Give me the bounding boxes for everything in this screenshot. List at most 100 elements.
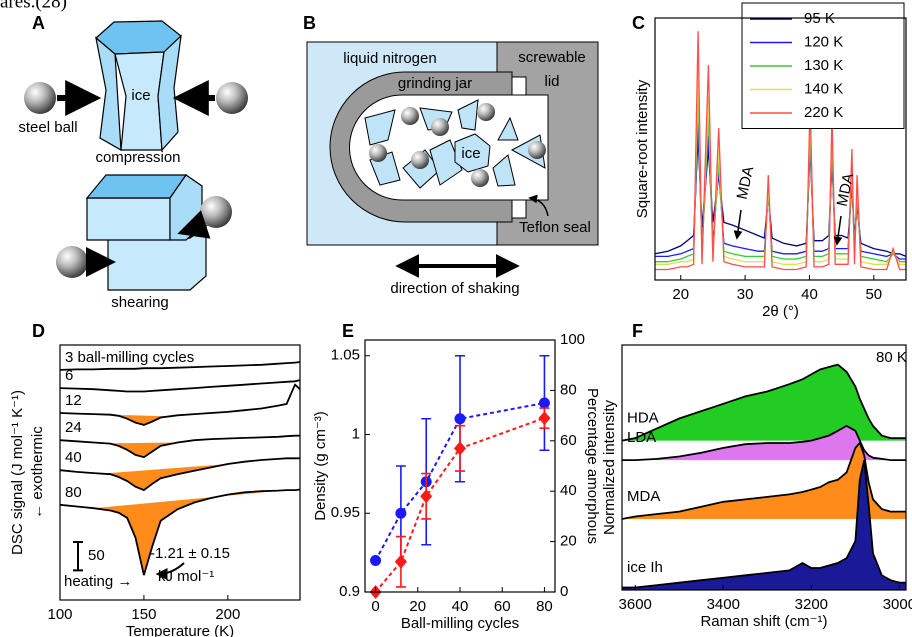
area: [622, 364, 906, 441]
steel-ball: [411, 151, 429, 169]
steel-ball: [431, 118, 449, 136]
x-tick-label: 20: [409, 598, 426, 615]
y-tick-label: 0.9: [339, 583, 360, 600]
x-tick-label: 100: [47, 606, 72, 623]
steel-ball: [477, 103, 495, 121]
annotation: MDA: [834, 172, 858, 208]
x-axis-title: Raman shift (cm⁻¹): [700, 613, 827, 630]
upper-block: [86, 197, 171, 241]
marker: [538, 397, 550, 409]
force-arrow: [177, 210, 211, 239]
curve: [59, 383, 301, 426]
curve-label: 80: [65, 484, 82, 501]
annotation: kJ mol⁻¹: [158, 568, 214, 585]
annotation: MDA: [734, 165, 758, 201]
area: [622, 443, 906, 519]
marker: [538, 411, 551, 426]
x-tick-label: 20: [672, 286, 689, 303]
steel-ball: [401, 107, 419, 125]
steel-ball-label: steel ball: [18, 119, 77, 136]
panel-letter: E: [342, 321, 354, 341]
lid-label: screwable: [518, 49, 586, 66]
panel-letter: A: [32, 13, 45, 33]
y-axis-title: Normalized intensity: [601, 399, 618, 535]
y2-tick-label: 20: [560, 533, 577, 550]
area: [622, 425, 906, 461]
scale-bar: [73, 541, 83, 572]
marker: [420, 489, 433, 504]
ice-shard: [454, 133, 491, 173]
steel-ball: [56, 246, 88, 278]
y-axis-title: DSC signal (J mol⁻¹ K⁻¹): [9, 390, 26, 555]
y-axis-subtitle: ← exothermic: [29, 426, 46, 519]
curve: [59, 379, 301, 393]
y2-tick-label: 60: [560, 432, 577, 449]
curve: [621, 441, 906, 520]
panel-letter: F: [632, 321, 643, 341]
peak-area: [93, 490, 287, 576]
liquid-nitrogen-label: liquid nitrogen: [343, 50, 436, 67]
lid-label: lid: [544, 73, 559, 90]
curve: [654, 135, 907, 258]
marker: [454, 441, 466, 456]
x-tick-label: 3000: [883, 596, 912, 613]
steel-ball: [24, 82, 56, 114]
annotation: heating →: [64, 573, 132, 590]
legend-label: 220 K: [804, 104, 843, 121]
curve: [59, 457, 300, 492]
x-axis-title: Temperature (K): [126, 623, 234, 637]
x-tick-label: 30: [737, 286, 754, 303]
seal-label: Teflon seal: [519, 219, 591, 236]
annotation: -1.21 ± 0.15: [150, 545, 230, 562]
ice-shard: [492, 154, 516, 187]
y-tick-label: 0.95: [331, 504, 360, 521]
seal-arrow: [528, 194, 549, 217]
marker: [454, 413, 466, 425]
plot-frame: [621, 344, 907, 591]
ice-label: ice: [131, 87, 150, 104]
steel-ball: [471, 169, 489, 187]
x-tick-label: 3400: [707, 596, 740, 613]
plot-frame: [654, 17, 907, 281]
curve: [622, 424, 906, 461]
area: [622, 460, 906, 590]
marker: [370, 555, 382, 566]
x-tick-label: 80: [536, 598, 553, 615]
ice-shard: [457, 99, 479, 131]
legend-label: 130 K: [804, 57, 843, 74]
annotation-arrow: [733, 209, 743, 240]
x-tick-label: 50: [865, 286, 882, 303]
grinding-balls: [369, 103, 546, 187]
x-axis-title: Ball-milling cycles: [401, 615, 519, 632]
x-tick-label: 150: [131, 606, 156, 623]
curve-label: 6: [65, 367, 73, 384]
steel-ball: [216, 82, 248, 114]
y2-tick-label: 0: [560, 583, 568, 600]
y-axis-title: Square-root intensity: [634, 79, 651, 218]
annotation: 80 K: [876, 349, 907, 366]
steel-ball: [528, 141, 546, 159]
panel-letter: D: [32, 321, 45, 341]
upper-block-top: [85, 174, 188, 199]
shearing-label: shearing: [111, 294, 169, 311]
curve: [59, 488, 301, 576]
marker: [395, 507, 407, 519]
curve: [655, 31, 906, 271]
legend-label: 140 K: [804, 80, 843, 97]
x-tick-label: 40: [452, 598, 469, 615]
steel-ball: [369, 144, 387, 162]
plot-frame: [59, 344, 301, 601]
y-tick-label: 1: [352, 425, 360, 442]
y-axis-title: Density (g cm⁻³): [312, 411, 329, 521]
panel-letter: C: [632, 13, 645, 33]
teflon-seal: [511, 199, 527, 219]
legend-label: 120 K: [804, 33, 843, 50]
curve-label: 3 ball-milling cycles: [65, 349, 194, 366]
x-tick-label: 3200: [795, 596, 828, 613]
x-tick-label: 3600: [619, 596, 652, 613]
y2-axis-title: Percentage amorphous: [584, 388, 601, 544]
compression-label: compression: [95, 149, 180, 166]
y2-tick-label: 80: [560, 381, 577, 398]
curve: [621, 363, 906, 442]
